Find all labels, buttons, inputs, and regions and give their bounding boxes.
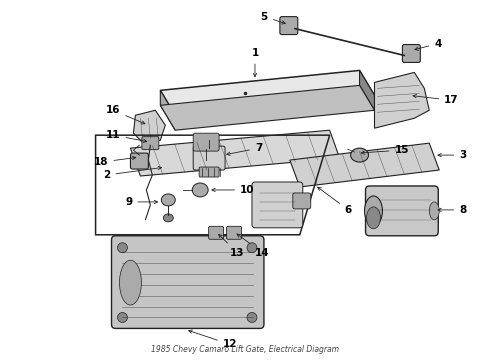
Text: 16: 16 (106, 105, 145, 124)
Text: 15: 15 (361, 145, 409, 155)
Text: 11: 11 (106, 130, 147, 143)
Text: 3: 3 (438, 150, 466, 160)
FancyBboxPatch shape (130, 153, 148, 169)
FancyBboxPatch shape (112, 236, 264, 328)
Polygon shape (160, 90, 175, 130)
Text: 10: 10 (212, 185, 254, 195)
Text: 5: 5 (261, 12, 285, 24)
FancyBboxPatch shape (226, 226, 242, 239)
Circle shape (118, 243, 127, 253)
Ellipse shape (120, 260, 142, 305)
Polygon shape (133, 110, 165, 145)
Ellipse shape (429, 202, 439, 220)
Circle shape (118, 312, 127, 323)
Text: 4: 4 (415, 39, 441, 50)
Text: 1985 Chevy Camaro Lift Gate, Electrical Diagram: 1985 Chevy Camaro Lift Gate, Electrical … (151, 345, 339, 354)
Ellipse shape (163, 214, 173, 222)
FancyBboxPatch shape (366, 186, 438, 236)
FancyBboxPatch shape (199, 167, 219, 177)
Text: 18: 18 (94, 156, 136, 167)
Polygon shape (160, 85, 374, 130)
Text: 6: 6 (318, 187, 352, 215)
Text: 13: 13 (219, 234, 245, 258)
FancyBboxPatch shape (209, 226, 223, 239)
Ellipse shape (350, 148, 368, 162)
Ellipse shape (365, 196, 383, 226)
FancyBboxPatch shape (193, 133, 219, 151)
Text: 2: 2 (103, 166, 162, 180)
Text: 8: 8 (438, 205, 466, 215)
FancyBboxPatch shape (402, 45, 420, 62)
Text: 9: 9 (125, 197, 158, 207)
Circle shape (247, 312, 257, 323)
Circle shape (247, 243, 257, 253)
Text: 1: 1 (251, 49, 259, 77)
FancyBboxPatch shape (280, 17, 298, 35)
Polygon shape (130, 130, 340, 176)
Text: 7: 7 (227, 143, 262, 156)
Text: 14: 14 (237, 234, 270, 258)
Text: 12: 12 (189, 330, 237, 350)
FancyBboxPatch shape (193, 146, 225, 170)
Text: 17: 17 (413, 94, 459, 105)
FancyBboxPatch shape (142, 137, 159, 150)
Polygon shape (360, 71, 374, 110)
FancyBboxPatch shape (252, 182, 303, 228)
Polygon shape (160, 71, 374, 115)
Polygon shape (374, 72, 429, 128)
FancyBboxPatch shape (293, 193, 311, 209)
Ellipse shape (192, 183, 208, 197)
Ellipse shape (161, 194, 175, 206)
Ellipse shape (367, 207, 380, 229)
Polygon shape (290, 143, 439, 187)
